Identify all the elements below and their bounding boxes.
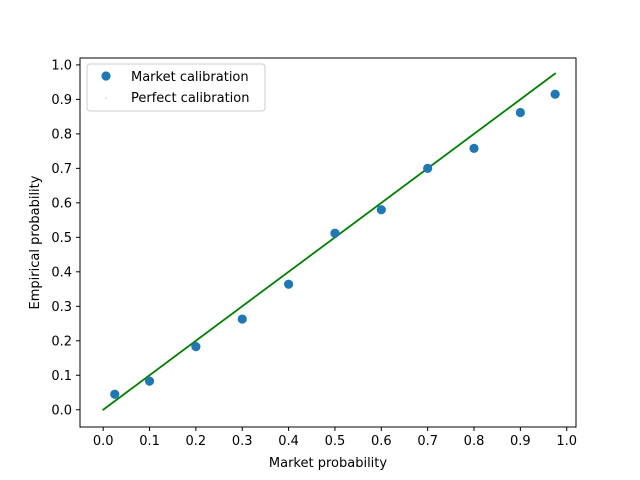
data-point: [550, 89, 560, 99]
x-tick-label: 0.6: [371, 434, 392, 449]
legend-entry-market-calibration: Market calibration: [131, 70, 249, 85]
data-point: [469, 143, 479, 153]
legend-box: [86, 63, 266, 112]
y-tick-label: 0.5: [51, 231, 72, 246]
y-tick-label: 0.0: [51, 403, 72, 418]
x-tick-label: 0.0: [93, 434, 114, 449]
y-tick-label: 0.6: [51, 196, 72, 211]
y-tick-label: 0.8: [51, 127, 72, 142]
perfect-calibration-series: [102, 72, 557, 411]
y-tick-label: 0.4: [51, 265, 72, 280]
data-point: [423, 163, 433, 173]
data-point: [237, 314, 247, 324]
data-point: [110, 389, 120, 399]
data-point: [144, 376, 155, 386]
data-point: [376, 205, 386, 215]
data-point: [330, 228, 340, 238]
legend-marker-market-calibration: [101, 71, 111, 81]
x-tick-label: 0.4: [278, 434, 299, 449]
x-tick-label: 1.0: [556, 434, 577, 449]
market-calibration-series: [110, 89, 560, 399]
x-tick-label: 0.5: [325, 434, 346, 449]
x-tick-label: 0.8: [464, 434, 485, 449]
data-point: [515, 107, 525, 118]
legend-marker-perfect-calibration: [105, 97, 107, 99]
y-tick-label: 0.1: [51, 369, 72, 384]
axis-ticks: 0.0 0.1 0.2 0.3 0.4 0.5 0.6 0.7 0.8 0.9 1.0 0.0 0.1 0…: [51, 58, 577, 449]
x-tick-label: 0.9: [510, 434, 531, 449]
y-tick-label: 0.2: [51, 334, 72, 349]
y-tick-label: 0.7: [51, 162, 72, 177]
x-tick-label: 0.1: [139, 434, 160, 449]
perfect-calibration-line: [102, 72, 557, 411]
data-point: [191, 342, 201, 352]
x-tick-label: 0.7: [417, 434, 438, 449]
x-tick-label: 0.3: [232, 434, 253, 449]
y-tick-label: 1.0: [51, 58, 72, 73]
data-point: [283, 279, 294, 289]
legend-entry-perfect-calibration: Perfect calibration: [131, 91, 249, 106]
x-tick-label: 0.2: [186, 434, 207, 449]
legend: Market calibration Perfect calibration: [86, 63, 266, 112]
y-tick-label: 0.3: [51, 300, 72, 315]
plot-frame: [79, 57, 577, 428]
y-tick-label: 0.9: [51, 93, 72, 108]
x-axis-label: Market probability: [269, 456, 387, 471]
y-axis-label: Empirical probability: [28, 175, 43, 309]
